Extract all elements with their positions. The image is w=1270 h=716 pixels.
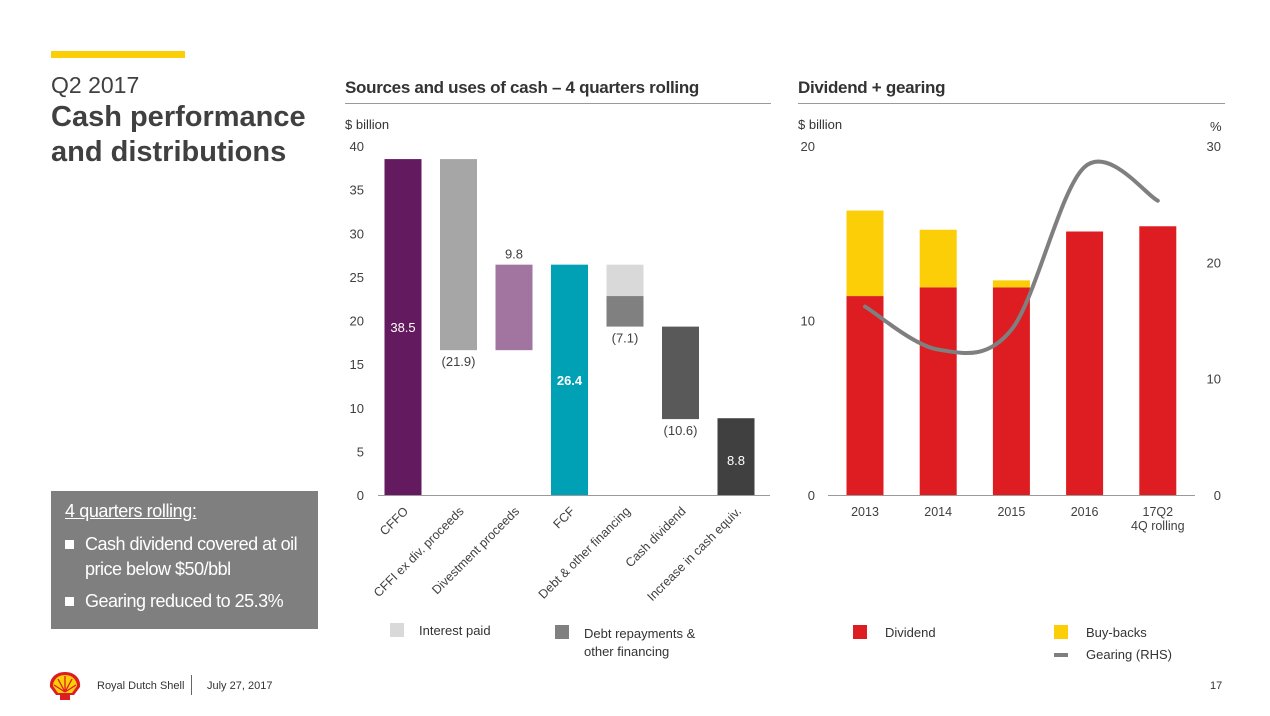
data-label: 26.4 (557, 373, 583, 388)
y-tick-label: 20 (350, 314, 364, 329)
bar-dividend (919, 287, 957, 495)
chart-title-sources-uses: Sources and uses of cash – 4 quarters ro… (345, 78, 700, 97)
bar-dividend (846, 296, 884, 495)
bar-fcf (551, 264, 588, 495)
chart-title-rule (345, 103, 771, 104)
legend-label: Dividend (885, 625, 936, 640)
y-tick-label: 10 (801, 314, 815, 329)
y2-axis-unit: % (1210, 119, 1222, 134)
data-label: 38.5 (390, 320, 415, 335)
shell-logo (49, 672, 81, 700)
y-tick-label: 20 (801, 139, 815, 154)
data-label: (10.6) (664, 423, 698, 438)
callout-box: 4 quarters rolling: Cash dividend covere… (51, 491, 318, 629)
callout-bullet: Cash dividend covered at oil price below… (65, 532, 310, 582)
bar-cash-dividend (662, 326, 699, 420)
y2-tick-label: 10 (1207, 372, 1221, 387)
x-tick-label: 2016 (1071, 505, 1099, 519)
chart-title-rule (798, 103, 1225, 104)
legend-swatch (390, 623, 404, 637)
footer-company: Royal Dutch Shell (97, 680, 185, 692)
y-tick-label: 0 (357, 488, 364, 503)
page-title: Cash performance and distributions (51, 101, 306, 168)
x-tick-label: Debt & other financing (536, 504, 633, 601)
bar-segment-debt-repayments-other-financing (606, 296, 644, 327)
y2-tick-label: 0 (1214, 488, 1221, 503)
x-tick-label: CFFI ex div. proceeds (371, 504, 467, 600)
callout-heading: 4 quarters rolling: (65, 501, 197, 521)
bar-buybacks (992, 280, 1030, 288)
x-tick-label: 2013 (851, 505, 879, 519)
x-tick-label: 2015 (997, 505, 1025, 519)
bar-cffo (384, 159, 422, 495)
legend-label: Buy-backs (1086, 625, 1147, 640)
bar-segment-interest-paid (606, 264, 644, 297)
bullet-text: Gearing reduced to 25.3% (85, 591, 284, 611)
legend-item-gearing: Gearing (RHS) (1054, 647, 1172, 662)
bar-divestment-proceeds (495, 264, 533, 351)
bar-dividend (1066, 231, 1104, 495)
legend-item-interest-paid: Interest paid (390, 623, 491, 638)
x-tick-label: FCF (551, 504, 578, 531)
x-tick-label: CFFO (377, 504, 411, 538)
legend-label: Debt repayments & other financing (584, 626, 696, 659)
y-tick-label: 35 (350, 183, 364, 198)
bar-buybacks (919, 229, 957, 288)
bar-dividend (1139, 226, 1177, 495)
data-label: (21.9) (442, 354, 476, 369)
y-tick-label: 40 (350, 139, 364, 154)
page-number: 17 (1210, 680, 1223, 692)
bar-cffi-ex-div-proceeds (440, 159, 477, 351)
legend-swatch (555, 625, 569, 639)
data-label: 9.8 (505, 247, 523, 262)
bullet-text: Cash dividend covered at oil price below… (85, 534, 298, 579)
slide-kicker: Q2 2017 (51, 72, 140, 98)
footer-date: July 27, 2017 (207, 680, 273, 692)
bar-buybacks (846, 210, 884, 297)
legend-item-buybacks: Buy-backs (1054, 625, 1147, 640)
x-tick-label: 2014 (924, 505, 952, 519)
y2-tick-label: 30 (1207, 139, 1221, 154)
legend-item-debt-repayments: Debt repayments & other financing (555, 625, 715, 661)
gearing-line (863, 159, 1160, 356)
data-label: (7.1) (612, 331, 639, 346)
legend-label: Gearing (RHS) (1086, 647, 1172, 662)
y-tick-label: 5 (357, 444, 364, 459)
y2-tick-label: 20 (1207, 255, 1221, 270)
legend-line-swatch (1054, 653, 1068, 657)
x-tick-label: 4Q rolling (1131, 519, 1185, 533)
legend-item-dividend: Dividend (853, 625, 936, 640)
y-tick-label: 10 (350, 401, 364, 416)
legend-swatch (1054, 625, 1068, 639)
bullet-square-icon (65, 597, 74, 606)
legend-label: Interest paid (419, 623, 491, 638)
y-tick-label: 30 (350, 226, 364, 241)
legend-swatch (853, 625, 867, 639)
callout-bullet: Gearing reduced to 25.3% (65, 589, 315, 614)
y-axis-unit-left-chart: $ billion (345, 117, 390, 132)
chart-title-dividend-gearing: Dividend + gearing (798, 78, 946, 97)
x-tick-label: 17Q2 (1143, 505, 1174, 519)
x-tick-label: Increase in cash equiv. (644, 504, 744, 604)
y-tick-label: 15 (350, 357, 364, 372)
y-tick-label: 25 (350, 270, 364, 285)
accent-bar (51, 51, 185, 58)
bullet-square-icon (65, 540, 74, 549)
y-axis-unit-right-chart: $ billion (798, 117, 843, 132)
bar-dividend (992, 287, 1030, 495)
data-label: 8.8 (727, 453, 745, 468)
y-tick-label: 0 (808, 488, 815, 503)
footer-divider (191, 675, 192, 695)
bar-increase-in-cash-equiv- (717, 418, 755, 495)
